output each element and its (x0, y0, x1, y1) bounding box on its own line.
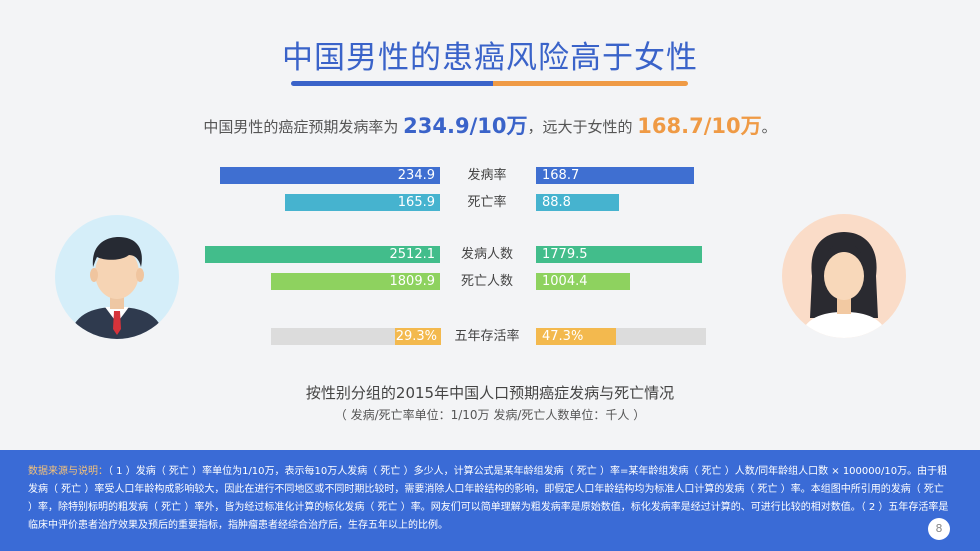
title-underline (291, 81, 688, 86)
mortality-rate-label: 死亡率 (467, 195, 507, 210)
page-number: 8 (928, 518, 950, 540)
summary-suffix: 。 (761, 118, 777, 136)
male-avatar-icon (55, 215, 179, 339)
five-year-survival-label: 五年存活率 (454, 329, 520, 344)
summary-prefix: 中国男性的癌症预期发病率为 (203, 118, 404, 136)
source-label: 数据来源与说明： (28, 466, 108, 477)
footer-notes: 数据来源与说明：（ 1 ）发病（ 死亡 ）率单位为1/10万，表示每10万人发病… (0, 450, 980, 551)
male-mortality-rate-bar: 165.9 (285, 194, 440, 211)
male-incidence-highlight: 234.9/10万 (403, 114, 528, 138)
page-title: 中国男性的患癌风险高于女性 (282, 40, 698, 76)
chart-caption: 按性别分组的2015年中国人口预期癌症发病与死亡情况 (305, 384, 675, 402)
chart-unit-note: （ 发病/死亡率单位：1/10万 发病/死亡人数单位：千人 ） (334, 408, 646, 422)
female-death-count-bar: 1004.4 (536, 273, 630, 290)
headline-summary: 中国男性的癌症预期发病率为 234.9/10万，远大于女性的 168.7/10万… (0, 110, 980, 140)
summary-middle: ，远大于女性的 (527, 118, 638, 136)
female-survival-bar: 47.3% (536, 328, 616, 345)
incidence-rate-label: 发病率 (467, 168, 507, 183)
source-text: （ 1 ）发病（ 死亡 ）率单位为1/10万，表示每10万人发病（ 死亡 ）多少… (28, 466, 949, 531)
death-count-label: 死亡人数 (460, 274, 513, 289)
male-death-count-bar: 1809.9 (271, 273, 440, 290)
female-mortality-rate-bar: 88.8 (536, 194, 619, 211)
female-incidence-count-bar: 1779.5 (536, 246, 702, 263)
male-incidence-rate-bar: 234.9 (220, 167, 440, 184)
male-incidence-count-bar: 2512.1 (205, 246, 440, 263)
female-incidence-rate-bar: 168.7 (536, 167, 694, 184)
incidence-count-label: 发病人数 (460, 247, 513, 262)
female-avatar-icon (782, 214, 906, 338)
male-survival-bar: 29.3% (395, 328, 441, 345)
female-incidence-highlight: 168.7/10万 (637, 114, 762, 138)
